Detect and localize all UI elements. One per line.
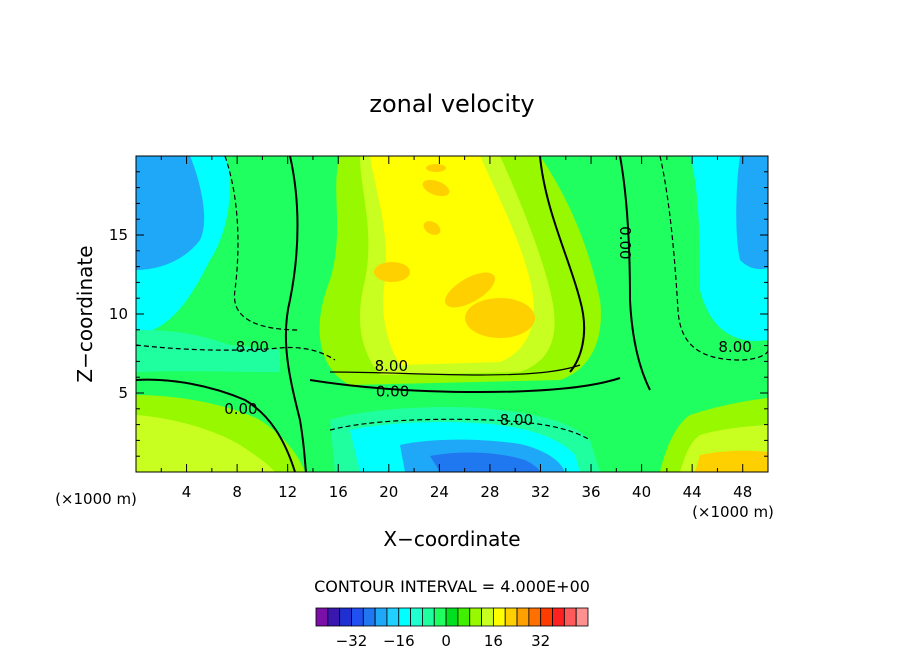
x-tick-label: 12 xyxy=(278,483,297,501)
x-tick-label: 40 xyxy=(632,483,651,501)
chart-title: zonal velocity xyxy=(369,90,534,118)
x-tick-label: 16 xyxy=(329,483,348,501)
colorbar-swatch xyxy=(445,607,459,627)
y-tick-label: 10 xyxy=(109,305,128,323)
x-axis-label: X−coordinate xyxy=(383,527,520,551)
colorbar-swatch xyxy=(528,607,542,627)
colorbar-swatch xyxy=(339,607,352,627)
contour-label: 0.00 xyxy=(224,400,257,418)
colorbar-swatch xyxy=(398,607,412,627)
colorbar-swatch xyxy=(362,607,376,627)
colorbar-tick-label: 16 xyxy=(484,632,503,650)
colorbar-swatch xyxy=(457,607,471,627)
x-tick-label: 8 xyxy=(232,483,242,501)
x-tick-label: 20 xyxy=(379,483,398,501)
contour-label: 0.00 xyxy=(616,226,634,259)
colorbar-swatch xyxy=(327,607,341,627)
colorbar-tick-label: −32 xyxy=(336,632,368,650)
colorbar-tick-label: 32 xyxy=(531,632,550,650)
colorbar-swatch xyxy=(563,607,577,627)
colorbar-tick-label: 0 xyxy=(441,632,451,650)
colorbar-tick-label: −16 xyxy=(383,632,415,650)
x-tick-label: 44 xyxy=(683,483,702,501)
x-unit-left: (×1000 m) xyxy=(55,490,137,508)
x-tick-label: 36 xyxy=(581,483,600,501)
y-tick-label: 5 xyxy=(118,384,128,402)
colorbar-swatch xyxy=(351,607,364,627)
y-tick-label: 15 xyxy=(109,226,128,244)
x-tick-label: 28 xyxy=(480,483,499,501)
colorbar-swatch xyxy=(410,607,423,627)
colorbar-swatch xyxy=(315,607,329,627)
contour-label: 8.00 xyxy=(500,411,533,429)
x-tick-label: 48 xyxy=(733,483,752,501)
contour-interval-text: CONTOUR INTERVAL = 4.000E+00 xyxy=(314,577,590,596)
colorbar-swatch xyxy=(433,607,447,627)
contour-label: 8.00 xyxy=(236,338,269,356)
colorbar-swatch xyxy=(481,607,494,627)
contour-label: 8.00 xyxy=(375,357,408,375)
colorbar-swatch xyxy=(575,607,589,627)
colorbar-swatch xyxy=(540,607,553,627)
colorbar-swatch xyxy=(552,607,565,627)
contour-field xyxy=(136,156,768,472)
colorbar-swatch xyxy=(516,607,530,627)
x-tick-label: 24 xyxy=(430,483,449,501)
colorbar-swatch xyxy=(374,607,388,627)
contour-label: 0.00 xyxy=(376,382,409,400)
colorbar-swatch xyxy=(386,607,400,627)
x-tick-label: 32 xyxy=(531,483,550,501)
y-axis-label: Z−coordinate xyxy=(73,245,97,382)
colorbar-swatch xyxy=(504,607,518,627)
x-tick-label: 4 xyxy=(182,483,192,501)
colorbar-swatch xyxy=(492,607,506,627)
colorbar-swatch xyxy=(469,607,482,627)
contour-label: 8.00 xyxy=(718,338,751,356)
x-unit-right: (×1000 m) xyxy=(692,503,774,521)
colorbar-swatch xyxy=(422,607,435,627)
colorbar xyxy=(315,607,589,627)
